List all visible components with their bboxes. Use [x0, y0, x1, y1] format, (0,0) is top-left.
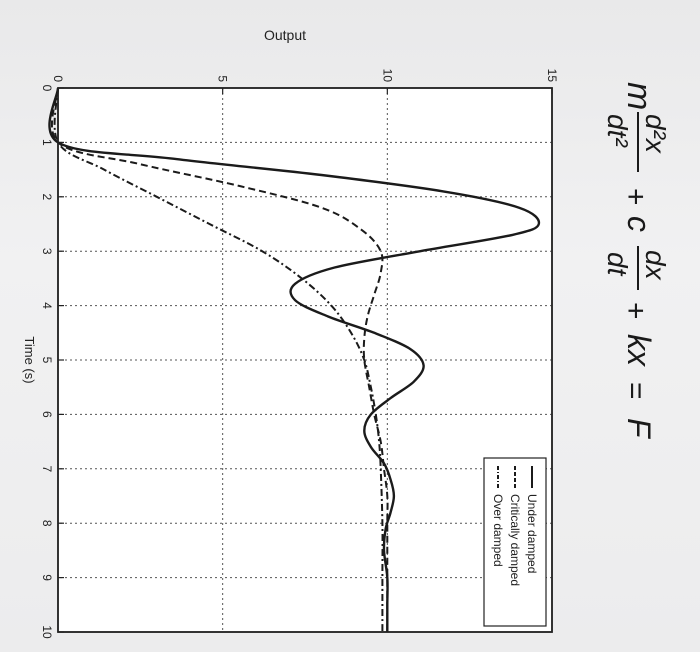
series-line-3	[53, 87, 384, 632]
eq-kx: kx	[621, 334, 657, 367]
series-line-2	[50, 87, 389, 632]
eq-F: F	[621, 418, 657, 440]
x-tick-label: 8	[40, 520, 54, 527]
eq-c: c	[621, 216, 657, 232]
legend-label-2: Critically damped	[508, 494, 522, 586]
y-axis-label: Output	[264, 27, 306, 43]
y-tick-label: 0	[51, 75, 65, 82]
x-tick-label: 3	[40, 248, 54, 255]
x-tick-label: 10	[40, 625, 54, 639]
x-tick-label: 5	[40, 357, 54, 364]
plot-frame	[57, 87, 553, 633]
x-tick-label: 7	[40, 465, 54, 472]
eq-dx: dx	[640, 250, 671, 281]
plot-area: 0 1 2 3 4 5 6 7 8 9 10 0 5 10 15	[40, 69, 559, 639]
eq-plus-1: +	[619, 188, 652, 206]
y-tick-label: 10	[380, 69, 394, 83]
series-line-1	[48, 87, 541, 632]
x-tick-label: 9	[40, 574, 54, 581]
x-tick-label: 1	[40, 139, 54, 146]
y-tick-label: 15	[545, 69, 559, 83]
legend-box	[483, 457, 547, 627]
x-tick-label: 6	[40, 411, 54, 418]
x-axis-label: Time (s)	[22, 336, 37, 383]
eq-d2x: d²x	[640, 114, 671, 154]
eq-dt: dt	[602, 252, 633, 277]
eq-dt2: dt²	[602, 114, 633, 148]
legend-label-1: Under damped	[525, 494, 539, 573]
x-tick-label: 4	[40, 302, 54, 309]
grid	[58, 88, 552, 632]
legend-label-3: Over damped	[491, 494, 505, 567]
x-tick-label: 0	[40, 85, 54, 92]
y-tick-label: 5	[216, 75, 230, 82]
eq-equals: =	[619, 382, 652, 400]
equation: m d²x dt² + c dx dt + kx = F	[602, 82, 671, 440]
curves	[48, 87, 541, 632]
eq-plus-2: +	[619, 302, 652, 320]
eq-m: m	[620, 82, 658, 110]
x-tick-label: 2	[40, 193, 54, 200]
